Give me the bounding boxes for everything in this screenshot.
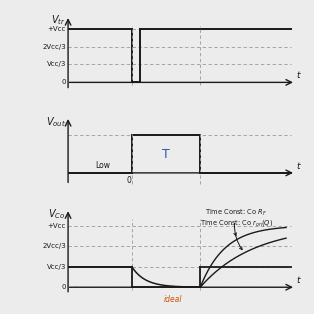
Text: Vcc/3: Vcc/3 <box>47 62 66 68</box>
Text: ideal: ideal <box>164 295 183 304</box>
Text: t: t <box>296 276 300 285</box>
Text: 2Vcc/3: 2Vcc/3 <box>42 243 66 249</box>
Text: $V_{tr}$: $V_{tr}$ <box>51 14 66 27</box>
Text: +Vcc: +Vcc <box>48 223 66 229</box>
Text: Time Const: Co $r_{on}(Q)$: Time Const: Co $r_{on}(Q)$ <box>200 218 273 236</box>
Text: T: T <box>162 148 170 160</box>
Text: 0: 0 <box>62 79 66 85</box>
Text: t: t <box>296 71 300 80</box>
Text: +Vcc: +Vcc <box>48 26 66 32</box>
Text: 0: 0 <box>62 284 66 290</box>
Text: $V_{Co}$: $V_{Co}$ <box>48 207 65 221</box>
Text: t: t <box>296 162 300 171</box>
Text: Vcc/3: Vcc/3 <box>47 264 66 270</box>
Text: $V_{out}$: $V_{out}$ <box>46 115 66 129</box>
Text: 0: 0 <box>127 176 132 186</box>
Text: Low: Low <box>95 161 110 170</box>
Text: Time Const: Co $R_F$: Time Const: Co $R_F$ <box>205 208 267 250</box>
Text: 2Vcc/3: 2Vcc/3 <box>42 44 66 50</box>
